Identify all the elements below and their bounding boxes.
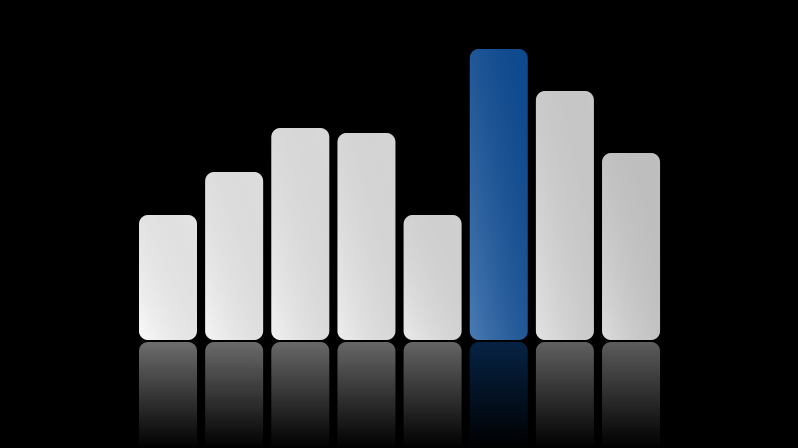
bar-reflection	[469, 342, 528, 448]
bar-shade	[403, 215, 462, 340]
bar-shade	[271, 128, 330, 340]
bar-shade	[535, 91, 594, 340]
bar-shade	[337, 133, 396, 340]
bar-reflection	[205, 342, 264, 448]
bar-reflection	[271, 342, 330, 448]
bar-reflection	[337, 342, 396, 448]
bar-shade	[205, 172, 264, 340]
bar-shade	[469, 49, 528, 340]
bar-reflection	[602, 342, 661, 448]
bar-reflection	[535, 342, 594, 448]
bar-reflection	[403, 342, 462, 448]
bars	[139, 49, 661, 340]
bar-shade	[139, 215, 197, 340]
bar-reflection	[139, 342, 197, 448]
reflections	[139, 342, 661, 448]
bar-shade	[602, 153, 661, 340]
